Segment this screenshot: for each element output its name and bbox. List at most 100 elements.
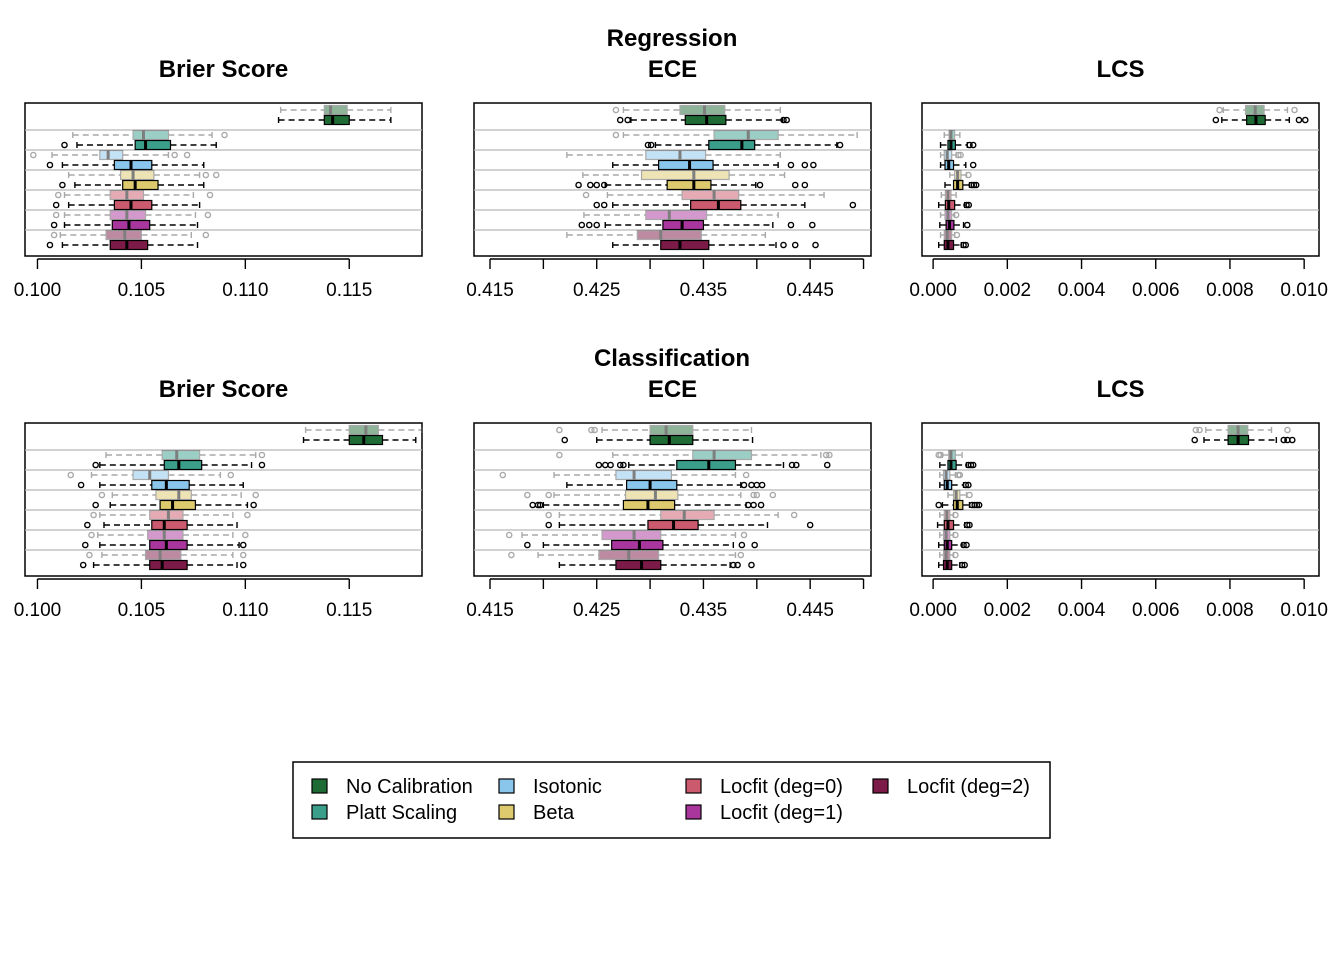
outlier-point <box>92 501 99 509</box>
x-tick-label: 0.110 <box>222 280 268 301</box>
outlier-point <box>1291 106 1298 114</box>
x-tick-label: 0.000 <box>909 280 957 301</box>
outlier-point <box>967 461 975 469</box>
x-tick-label: 0.006 <box>1132 600 1180 621</box>
outlier-point <box>524 491 531 499</box>
x-tick-label: 0.425 <box>573 600 621 621</box>
outlier-point <box>46 241 54 249</box>
box-iqr <box>122 179 159 191</box>
box-iqr <box>681 189 740 201</box>
box-beta-solid <box>575 179 809 191</box>
outlier-point <box>206 191 214 199</box>
outlier-point <box>801 181 809 189</box>
outlier-point <box>952 531 959 539</box>
box-iqr <box>113 199 153 211</box>
box-iqr <box>111 219 151 231</box>
box-beta-faded <box>524 489 777 501</box>
outlier-point <box>52 201 60 209</box>
outlier-point <box>221 131 228 139</box>
outlier-point <box>252 491 260 499</box>
box-iqr <box>159 499 197 511</box>
box-locfit-deg-0-solid <box>937 199 973 211</box>
outlier-point <box>812 241 819 249</box>
box-iqr <box>679 104 726 116</box>
box-iqr <box>323 104 348 116</box>
box-platt-scaling-faded <box>612 129 858 141</box>
outlier-point <box>937 451 944 459</box>
box-iqr <box>615 469 673 481</box>
box-beta-faded <box>582 169 786 181</box>
outlier-point <box>1216 106 1223 114</box>
outlier-point <box>79 561 87 569</box>
box-iqr <box>692 449 753 461</box>
box-platt-scaling-solid <box>595 459 831 471</box>
outlier-point <box>54 191 62 199</box>
outlier-point <box>1301 116 1309 124</box>
x-tick-label: 0.110 <box>222 600 268 621</box>
outlier-point <box>958 561 966 569</box>
box-isotonic-faded <box>30 149 191 161</box>
box-iqr <box>348 424 379 436</box>
outlier-point <box>585 221 593 229</box>
legend-label: Isotonic <box>533 776 602 798</box>
box-beta-faded <box>949 169 972 181</box>
legend-label: Beta <box>533 802 575 824</box>
box-platt-scaling-solid <box>939 459 977 471</box>
outlier-point <box>769 491 777 499</box>
outlier-point <box>612 131 620 139</box>
outlier-point <box>780 241 787 249</box>
x-tick-label: 0.415 <box>466 280 514 301</box>
box-no-calibration-faded <box>612 104 781 116</box>
outlier-point <box>738 541 746 549</box>
box-iqr <box>708 139 756 151</box>
outlier-point <box>836 141 844 149</box>
box-isotonic-faded <box>499 469 750 481</box>
box-beta-faded <box>67 169 220 181</box>
outlier-point <box>968 181 976 189</box>
box-platt-scaling-solid <box>92 459 266 471</box>
box-iqr <box>99 149 124 161</box>
outlier-point <box>975 501 983 509</box>
outlier-point <box>753 491 761 499</box>
box-locfit-deg-1-faded <box>939 209 960 221</box>
box-iqr <box>636 229 702 241</box>
outlier-point <box>737 551 745 559</box>
outlier-point <box>593 181 601 189</box>
box-iqr <box>149 559 188 571</box>
box-iqr <box>713 129 779 141</box>
outlier-point <box>616 116 624 124</box>
box-locfit-deg-0-faded <box>545 509 798 521</box>
box-platt-scaling-solid <box>61 139 217 151</box>
box-isotonic-solid <box>939 479 972 491</box>
legend-swatch <box>311 778 328 794</box>
outlier-point <box>227 471 235 479</box>
box-iqr <box>149 539 188 551</box>
box-locfit-deg-2-solid <box>79 559 247 571</box>
outlier-point <box>849 201 857 209</box>
outlier-point <box>748 561 755 569</box>
x-tick-label: 0.105 <box>118 600 166 621</box>
outlier-point <box>963 221 971 229</box>
box-iqr <box>649 434 694 446</box>
plot-frame <box>24 422 423 577</box>
outlier-point <box>591 426 598 434</box>
legend-item-platt-scaling: Platt Scaling <box>311 802 457 824</box>
box-iqr <box>113 159 153 171</box>
x-tick-label: 0.415 <box>466 600 514 621</box>
box-iqr <box>649 424 694 436</box>
outlier-point <box>98 491 106 499</box>
box-locfit-deg-0-faded <box>582 189 825 201</box>
plot-frame <box>921 422 1320 577</box>
outlier-point <box>973 501 981 509</box>
box-locfit-deg-0-solid <box>52 199 201 211</box>
outlier-point <box>88 531 95 539</box>
outlier-point <box>556 451 563 459</box>
panel-classification-ece: ECE 0.415 0.425 0.435 0.445 <box>466 376 872 621</box>
box-no-calibration-faded <box>1192 424 1291 436</box>
box-no-calibration-faded <box>556 424 753 436</box>
outlier-point <box>561 436 569 444</box>
box-no-calibration-solid <box>1212 114 1309 126</box>
outlier-point <box>730 561 737 569</box>
x-tick-label: 0.435 <box>680 600 728 621</box>
outlier-point <box>612 106 620 114</box>
